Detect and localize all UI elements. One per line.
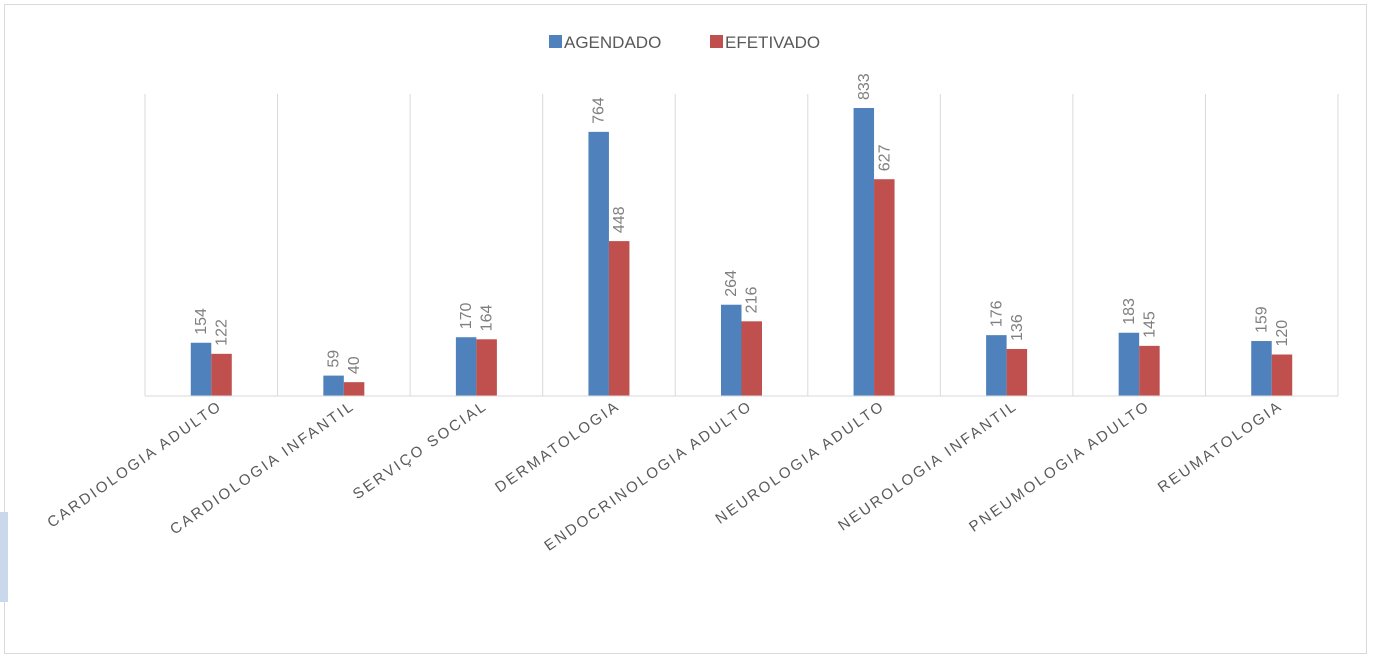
legend-label-efetivado: EFETIVADO — [725, 33, 820, 52]
data-label-efetivado-3: 448 — [611, 206, 628, 233]
bar-agendado-0 — [190, 342, 212, 396]
bar-agendado-3 — [588, 131, 609, 396]
bar-agendado-7 — [1118, 332, 1140, 396]
bar-efetivado-1 — [343, 382, 365, 396]
data-label-agendado-3: 764 — [591, 97, 608, 124]
data-label-agendado-4: 264 — [723, 270, 740, 297]
data-label-agendado-8: 159 — [1253, 306, 1270, 333]
data-label-efetivado-2: 164 — [479, 305, 496, 332]
data-label-efetivado-1: 40 — [346, 356, 363, 374]
bar-efetivado-3 — [608, 241, 630, 396]
data-label-efetivado-6: 136 — [1009, 314, 1026, 341]
category-label-4: ENDOCRINOLOGIA ADULTO — [541, 397, 755, 554]
bar-efetivado-7 — [1139, 345, 1160, 396]
window-edge — [0, 512, 8, 602]
bar-efetivado-6 — [1006, 348, 1028, 396]
bar-efetivado-0 — [211, 353, 232, 396]
bar-agendado-5 — [853, 108, 875, 396]
bar-efetivado-4 — [741, 321, 762, 396]
data-label-efetivado-8: 120 — [1274, 320, 1291, 347]
legend: AGENDADO EFETIVADO — [549, 33, 820, 52]
bars — [190, 108, 1293, 396]
data-label-agendado-6: 176 — [988, 300, 1005, 327]
data-label-agendado-7: 183 — [1121, 298, 1138, 325]
bar-agendado-2 — [455, 337, 477, 396]
category-label-3: DERMATOLOGIA — [492, 397, 623, 496]
legend-swatch-efetivado — [710, 35, 723, 48]
chart-frame — [4, 4, 1367, 654]
data-label-agendado-5: 833 — [856, 73, 873, 100]
data-label-efetivado-0: 122 — [214, 319, 231, 346]
category-label-8: REUMATOLOGIA — [1155, 397, 1286, 496]
data-label-efetivado-7: 145 — [1141, 311, 1158, 338]
category-label-2: SERVIÇO SOCIAL — [350, 397, 491, 503]
bar-efetivado-5 — [874, 179, 895, 396]
data-label-efetivado-5: 627 — [876, 144, 893, 171]
bar-agendado-8 — [1251, 341, 1272, 396]
data-label-agendado-0: 154 — [193, 308, 210, 335]
data-label-agendado-2: 170 — [458, 302, 475, 329]
legend-swatch-agendado — [549, 35, 562, 48]
data-label-agendado-1: 59 — [326, 350, 343, 368]
category-separators — [144, 94, 1339, 396]
bar-efetivado-2 — [476, 339, 497, 396]
legend-label-agendado: AGENDADO — [564, 33, 661, 52]
bar-agendado-1 — [323, 375, 344, 396]
bar-efetivado-8 — [1271, 354, 1293, 396]
bar-agendado-4 — [721, 304, 742, 396]
bar-agendado-6 — [986, 335, 1007, 396]
data-label-efetivado-4: 216 — [744, 287, 761, 314]
